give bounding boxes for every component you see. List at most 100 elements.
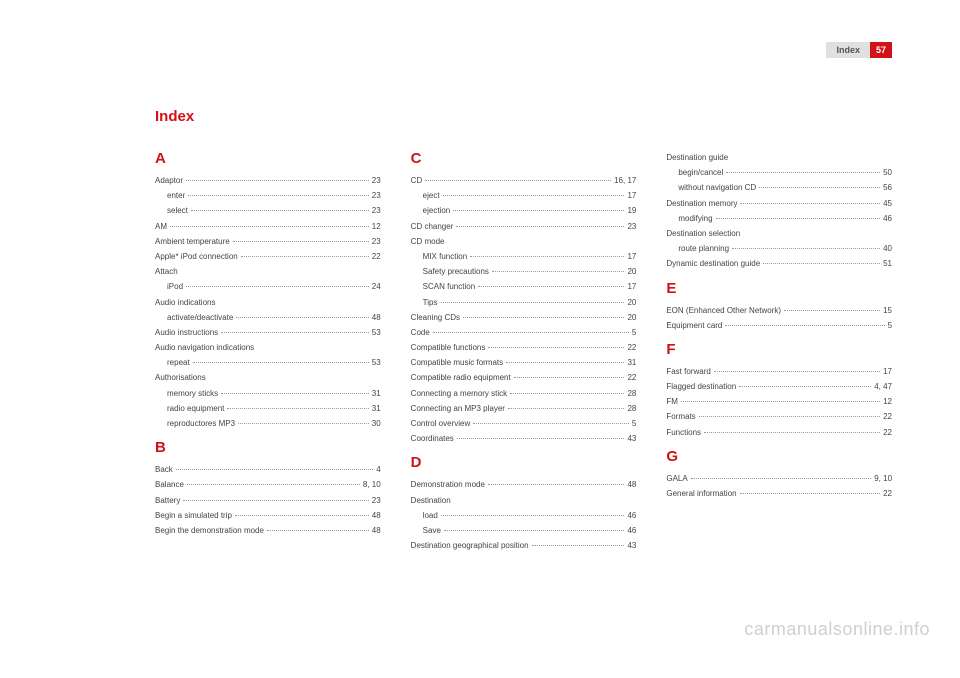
entry-label: Begin a simulated trip [155,508,232,523]
page-tab-number: 57 [870,42,892,58]
leader-dots [510,393,624,394]
leader-dots [227,408,368,409]
entry-page: 31 [627,355,636,370]
entry-page: 46 [627,508,636,523]
entry-label: Compatible radio equipment [411,370,511,385]
index-entry: Ambient temperature23 [155,234,381,249]
index-entry: Dynamic destination guide51 [666,256,892,271]
entry-page: 31 [372,386,381,401]
index-entry: Compatible radio equipment22 [411,370,637,385]
entry-page: 20 [627,264,636,279]
entry-label: Demonstration mode [411,477,485,492]
leader-dots [691,478,872,479]
entry-page: 12 [372,219,381,234]
entry-label: CD mode [411,234,445,249]
entry-label: Balance [155,477,184,492]
leader-dots [716,218,881,219]
entry-page: 5 [632,416,636,431]
entry-page: 9, 10 [874,471,892,486]
entry-label: Ambient temperature [155,234,230,249]
entry-label: radio equipment [155,401,224,416]
entry-page: 20 [627,295,636,310]
index-entry: Begin the demonstration mode48 [155,523,381,538]
entry-label: enter [155,188,185,203]
leader-dots [492,271,625,272]
leader-dots [221,393,369,394]
leader-dots [433,332,629,333]
entry-label: Safety precautions [411,264,489,279]
index-column-1: AAdaptor23enter23select23AM12Ambient tem… [155,150,381,553]
entry-label: Battery [155,493,180,508]
entry-page: 51 [883,256,892,271]
entry-page: 23 [372,203,381,218]
index-subentry: radio equipment31 [155,401,381,416]
index-subentry: route planning40 [666,241,892,256]
entry-page: 28 [627,386,636,401]
index-entry: Destination [411,493,637,508]
leader-dots [514,377,625,378]
watermark-text: carmanualsonline.info [744,619,930,640]
leader-dots [532,545,625,546]
index-subentry: Tips20 [411,295,637,310]
entry-page: 5 [632,325,636,340]
index-entry: Destination guide [666,150,892,165]
index-entry: Audio instructions53 [155,325,381,340]
leader-dots [233,241,369,242]
index-subentry: Save46 [411,523,637,538]
index-entry: General information22 [666,486,892,501]
entry-page: 45 [883,196,892,211]
leader-dots [714,371,880,372]
index-subentry: without navigation CD 56 [666,180,892,195]
index-subentry: modifying46 [666,211,892,226]
entry-page: 22 [372,249,381,264]
entry-label: ejection [411,203,451,218]
entry-label: Audio instructions [155,325,218,340]
entry-label: without navigation CD [666,180,756,195]
index-subentry: reproductores MP330 [155,416,381,431]
leader-dots [739,386,871,387]
entry-label: Authorisations [155,370,206,385]
leader-dots [726,172,880,173]
entry-label: FM [666,394,678,409]
entry-label: Connecting a memory stick [411,386,507,401]
index-columns: AAdaptor23enter23select23AM12Ambient tem… [155,150,892,553]
entry-label: activate/deactivate [155,310,233,325]
entry-page: 12 [883,394,892,409]
entry-page: 17 [627,279,636,294]
leader-dots [183,500,368,501]
leader-dots [186,180,369,181]
leader-dots [170,226,369,227]
leader-dots [488,484,625,485]
entry-page: 16, 17 [614,173,636,188]
entry-label: Code [411,325,430,340]
leader-dots [425,180,611,181]
section-letter: C [411,150,637,167]
leader-dots [699,416,880,417]
entry-page: 17 [627,188,636,203]
entry-label: Compatible functions [411,340,486,355]
page-tab: Index 57 [826,42,892,58]
index-entry: Battery23 [155,493,381,508]
leader-dots [267,530,369,531]
entry-page: 24 [372,279,381,294]
index-entry: Fast forward17 [666,364,892,379]
index-entry: CD changer23 [411,219,637,234]
entry-page: 46 [883,211,892,226]
index-entry: Audio navigation indications [155,340,381,355]
entry-label: MIX function [411,249,467,264]
entry-page: 30 [372,416,381,431]
leader-dots [241,256,369,257]
index-entry: Destination selection [666,226,892,241]
leader-dots [506,362,624,363]
entry-label: Functions [666,425,701,440]
entry-page: 23 [372,173,381,188]
leader-dots [193,362,369,363]
index-entry: Destination geographical position43 [411,538,637,553]
section-letter: E [666,280,892,297]
section-letter: D [411,454,637,471]
entry-label: memory sticks [155,386,218,401]
section-letter: A [155,150,381,167]
entry-label: AM [155,219,167,234]
entry-page: 56 [883,180,892,195]
index-entry: Coordinates43 [411,431,637,446]
